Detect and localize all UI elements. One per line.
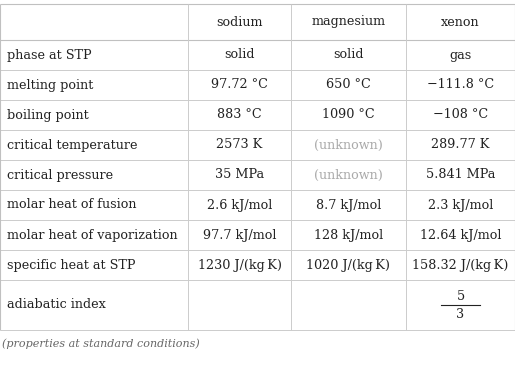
Text: specific heat at STP: specific heat at STP: [7, 258, 135, 272]
Text: 1020 J/(kg K): 1020 J/(kg K): [306, 258, 390, 272]
Text: (properties at standard conditions): (properties at standard conditions): [2, 339, 200, 349]
Text: gas: gas: [450, 48, 472, 62]
Text: (unknown): (unknown): [314, 138, 383, 152]
Text: 97.72 °C: 97.72 °C: [211, 78, 268, 92]
Text: 2573 K: 2573 K: [216, 138, 263, 152]
Text: melting point: melting point: [7, 78, 93, 92]
Text: critical pressure: critical pressure: [7, 168, 113, 182]
Text: magnesium: magnesium: [312, 15, 386, 28]
Text: −108 °C: −108 °C: [433, 108, 488, 122]
Text: 35 MPa: 35 MPa: [215, 168, 264, 182]
Text: 650 °C: 650 °C: [326, 78, 371, 92]
Text: 3: 3: [456, 308, 465, 321]
Text: molar heat of vaporization: molar heat of vaporization: [7, 228, 178, 242]
Text: 883 °C: 883 °C: [217, 108, 262, 122]
Text: solid: solid: [333, 48, 364, 62]
Text: xenon: xenon: [441, 15, 480, 28]
Text: 97.7 kJ/mol: 97.7 kJ/mol: [203, 228, 276, 242]
Text: phase at STP: phase at STP: [7, 48, 92, 62]
Text: −111.8 °C: −111.8 °C: [427, 78, 494, 92]
Text: 12.64 kJ/mol: 12.64 kJ/mol: [420, 228, 501, 242]
Text: adiabatic index: adiabatic index: [7, 298, 106, 312]
Text: boiling point: boiling point: [7, 108, 89, 122]
Text: 2.6 kJ/mol: 2.6 kJ/mol: [207, 198, 272, 211]
Text: (unknown): (unknown): [314, 168, 383, 182]
Text: critical temperature: critical temperature: [7, 138, 138, 152]
Text: 2.3 kJ/mol: 2.3 kJ/mol: [428, 198, 493, 211]
Text: 128 kJ/mol: 128 kJ/mol: [314, 228, 383, 242]
Text: 289.77 K: 289.77 K: [431, 138, 490, 152]
Text: solid: solid: [224, 48, 255, 62]
Text: 1230 J/(kg K): 1230 J/(kg K): [197, 258, 282, 272]
Text: molar heat of fusion: molar heat of fusion: [7, 198, 136, 211]
Text: 5: 5: [456, 290, 465, 303]
Text: 8.7 kJ/mol: 8.7 kJ/mol: [316, 198, 381, 211]
Text: 1090 °C: 1090 °C: [322, 108, 375, 122]
Text: 158.32 J/(kg K): 158.32 J/(kg K): [413, 258, 509, 272]
Text: 5.841 MPa: 5.841 MPa: [426, 168, 495, 182]
Text: sodium: sodium: [216, 15, 263, 28]
